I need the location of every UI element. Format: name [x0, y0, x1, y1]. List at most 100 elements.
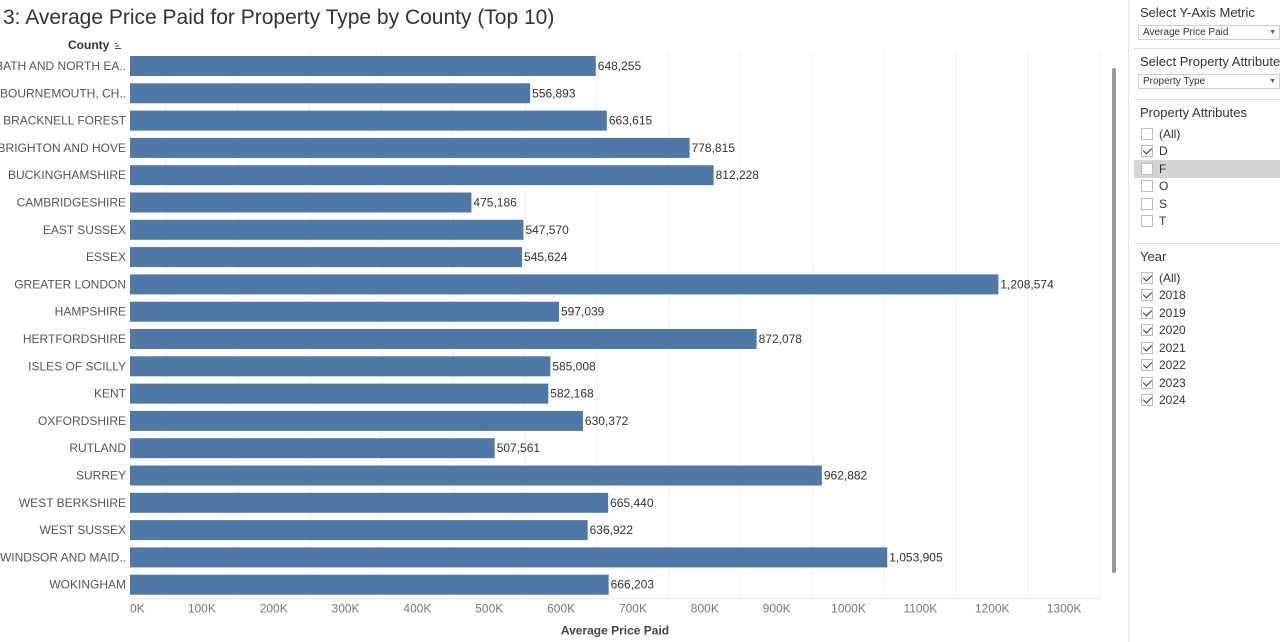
property-attribute-checkbox[interactable]: [1141, 215, 1153, 228]
x-tick-label: 900K: [763, 602, 791, 616]
bar[interactable]: [130, 574, 609, 595]
year-item[interactable]: 2018: [1134, 287, 1280, 305]
bar[interactable]: [130, 438, 495, 459]
data-label: 636,922: [590, 523, 634, 537]
property-attribute-label: O: [1159, 179, 1169, 194]
category-label: OXFORDSHIRE: [38, 414, 126, 428]
year-checkbox[interactable]: [1141, 324, 1153, 337]
year-item[interactable]: 2024: [1134, 392, 1280, 410]
bar[interactable]: [130, 492, 609, 513]
bar[interactable]: [130, 465, 822, 486]
year-checkbox[interactable]: [1141, 271, 1153, 284]
bar[interactable]: [130, 192, 472, 213]
category-label: CAMBRIDGESHIRE: [17, 196, 126, 210]
bar[interactable]: [130, 110, 607, 131]
year-item[interactable]: 2020: [1134, 322, 1280, 340]
bar[interactable]: [130, 547, 888, 568]
category-label: BUCKINGHAMSHIRE: [8, 168, 126, 182]
sort-icon[interactable]: [114, 42, 123, 50]
scrollbar[interactable]: [1112, 68, 1116, 573]
property-attributes-filter: Property Attributes (All) D F O S T: [1134, 99, 1280, 240]
property-attribute-label: (All): [1159, 126, 1181, 141]
category-label: ESSEX: [86, 250, 126, 264]
data-label: 475,186: [473, 196, 517, 210]
year-label: 2024: [1159, 393, 1186, 408]
year-checkbox[interactable]: [1141, 376, 1153, 389]
category-label: HERTFORDSHIRE: [23, 332, 126, 346]
property-attribute-checkbox[interactable]: [1141, 127, 1153, 140]
y-metric-title: Select Y-Axis Metric: [1140, 5, 1255, 20]
year-checkbox[interactable]: [1141, 306, 1153, 319]
year-label: 2020: [1159, 323, 1186, 338]
bar[interactable]: [130, 410, 583, 431]
panel-divider: [1128, 0, 1129, 642]
category-label: BATH AND NORTH EA..: [0, 59, 126, 73]
property-attribute-checkbox[interactable]: [1141, 162, 1153, 175]
chart-plot: BATH AND NORTH EA.. 648,255 BOURNEMOUTH, C…: [0, 52, 1101, 638]
bar[interactable]: [130, 301, 559, 322]
year-item[interactable]: (All): [1134, 269, 1280, 287]
data-label: 778,815: [692, 141, 736, 155]
data-label: 547,570: [525, 223, 569, 237]
bar[interactable]: [130, 165, 714, 186]
property-attribute-label: F: [1159, 161, 1167, 176]
bar[interactable]: [130, 520, 588, 541]
property-attribute-item[interactable]: S: [1134, 195, 1280, 213]
bar[interactable]: [130, 356, 551, 377]
category-label: WEST BERKSHIRE: [19, 496, 126, 510]
property-attribute-item[interactable]: O: [1134, 178, 1280, 196]
year-checkbox[interactable]: [1141, 394, 1153, 407]
property-attribute-checkbox[interactable]: [1141, 197, 1153, 210]
year-checkbox[interactable]: [1141, 359, 1153, 372]
page-title: 3: Average Price Paid for Property Type …: [3, 6, 555, 29]
property-attribute-item[interactable]: F: [1134, 160, 1280, 178]
year-item[interactable]: 2021: [1134, 339, 1280, 357]
bar[interactable]: [130, 383, 549, 404]
year-label: 2018: [1159, 288, 1186, 303]
year-filter: Year (All) 2018 2019 2020 2021 2022 2023 2024: [1134, 243, 1280, 416]
property-attribute-item[interactable]: D: [1134, 143, 1280, 161]
x-tick-label: 1000K: [831, 602, 866, 616]
property-attribute-checkbox[interactable]: [1141, 145, 1153, 158]
property-attribute-checkbox[interactable]: [1141, 180, 1153, 193]
property-attribute-title: Select Property Attribute: [1140, 54, 1280, 69]
x-tick-label: 400K: [403, 602, 431, 616]
bar[interactable]: [130, 329, 757, 349]
year-checkbox[interactable]: [1141, 289, 1153, 302]
property-attribute-item[interactable]: T: [1134, 213, 1280, 231]
bar[interactable]: [130, 247, 523, 268]
bar[interactable]: [130, 83, 531, 104]
bar[interactable]: [130, 56, 596, 76]
property-attribute-label: S: [1159, 196, 1168, 211]
category-label: BRIGHTON AND HOVE: [0, 141, 126, 155]
x-tick-label: 200K: [260, 602, 288, 616]
county-column-header[interactable]: County: [68, 38, 123, 52]
year-label: 2021: [1159, 340, 1186, 355]
data-label: 666,203: [611, 578, 655, 592]
category-label: HAMPSHIRE: [55, 305, 126, 319]
property-attribute-label: T: [1159, 214, 1167, 229]
bar[interactable]: [130, 219, 524, 240]
category-label: ISLES OF SCILLY: [28, 359, 126, 373]
data-label: 1,053,905: [889, 550, 943, 564]
x-tick-label: 600K: [547, 602, 575, 616]
county-header-label: County: [68, 38, 110, 52]
data-label: 597,039: [561, 305, 605, 319]
category-label: BOURNEMOUTH, CH..: [0, 86, 126, 100]
year-item[interactable]: 2023: [1134, 374, 1280, 392]
year-checkbox[interactable]: [1141, 341, 1153, 354]
category-label: KENT: [94, 387, 127, 401]
year-item[interactable]: 2019: [1134, 304, 1280, 322]
property-attribute-item[interactable]: (All): [1134, 125, 1280, 143]
data-label: 556,893: [532, 86, 576, 100]
x-tick-label: 500K: [475, 602, 503, 616]
category-label: SURREY: [76, 469, 126, 483]
bar[interactable]: [130, 274, 999, 295]
data-label: 663,615: [609, 114, 653, 128]
category-label: WEST SUSSEX: [40, 523, 126, 537]
y-metric-dropdown[interactable]: Average Price Paid ▼: [1138, 25, 1280, 40]
x-tick-label: 300K: [332, 602, 360, 616]
bar[interactable]: [130, 137, 690, 158]
property-attribute-dropdown[interactable]: Property Type ▼: [1138, 74, 1280, 89]
year-item[interactable]: 2022: [1134, 357, 1280, 375]
